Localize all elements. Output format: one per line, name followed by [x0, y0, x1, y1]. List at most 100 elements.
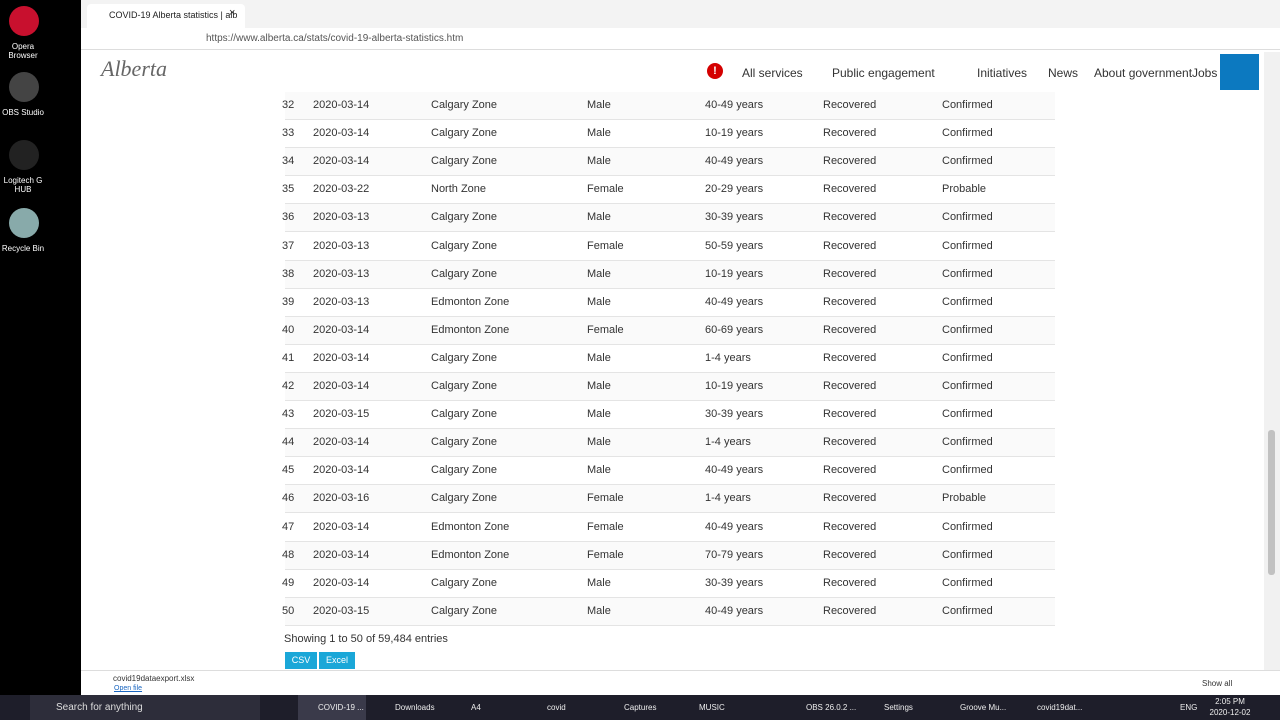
table-cell: 48 [282, 548, 295, 561]
download-action[interactable]: Open file [114, 685, 143, 692]
nav-link[interactable]: News [1048, 66, 1079, 80]
table-cell: 2020-03-14 [313, 351, 370, 364]
table-cell: Calgary Zone [431, 127, 498, 140]
taskbar-item[interactable] [298, 695, 366, 720]
table-cell: Recovered [823, 436, 877, 449]
table-cell: Female [587, 239, 624, 252]
taskbar-item[interactable] [451, 695, 521, 720]
taskbar-label: Captures [624, 703, 657, 712]
table-cell: 2020-03-14 [313, 436, 370, 449]
table-row [285, 373, 1055, 401]
table-cell: 2020-03-14 [313, 323, 370, 336]
table-cell: Female [587, 520, 624, 533]
search-button[interactable] [1220, 54, 1259, 90]
table-cell: Male [587, 576, 611, 589]
table-row [285, 92, 1055, 120]
desktop-icon-label: Opera Browser [8, 42, 38, 60]
table-cell: 49 [282, 576, 295, 589]
url[interactable]: https://www.alberta.ca/stats/covid-19-al… [206, 33, 464, 44]
taskbar-label: Downloads [395, 703, 435, 712]
table-cell: Male [587, 604, 611, 617]
table-cell: Recovered [823, 323, 877, 336]
table-cell: 50 [282, 604, 295, 617]
taskbar: Search for anything COVID-19 ... Downloads… [0, 695, 1280, 720]
table-cell: 2020-03-14 [313, 99, 370, 111]
table-cell: 40-49 years [705, 99, 764, 111]
table-row [285, 457, 1055, 486]
desktop-icon[interactable] [9, 72, 39, 102]
table-cell: Recovered [823, 267, 877, 280]
table-cell: 2020-03-13 [313, 211, 370, 224]
nav-link[interactable]: Jobs [1192, 66, 1218, 80]
table-cell: Female [587, 183, 624, 196]
table-cell: 10-19 years [705, 380, 764, 392]
table-cell: Recovered [823, 155, 877, 168]
table-row [285, 288, 1055, 317]
show-all[interactable]: Show all [1202, 679, 1233, 688]
table-cell: Confirmed [942, 323, 993, 336]
table-cell: 39 [282, 295, 295, 308]
table-cell: 2020-03-14 [313, 548, 370, 561]
logo[interactable]: Alberta [101, 56, 167, 81]
table-cell: Recovered [823, 380, 877, 392]
table-cell: 1-4 years [705, 351, 751, 364]
table-cell: Calgary Zone [431, 492, 498, 505]
nav-link[interactable]: Initiatives [977, 66, 1028, 80]
tab-close[interactable]: × [229, 7, 236, 19]
nav-link[interactable]: About government [1094, 66, 1193, 80]
download-file[interactable]: covid19dataexport.xlsx [113, 674, 195, 683]
table-cell: 2020-03-14 [313, 520, 370, 533]
table-cell: 1-4 years [705, 492, 751, 505]
table-cell: Female [587, 548, 624, 561]
desktop-icon-label: Logitech G HUB [3, 176, 43, 194]
table-cell: 2020-03-14 [313, 576, 370, 589]
desktop-icon[interactable] [9, 6, 39, 36]
table-cell: Edmonton Zone [431, 323, 510, 336]
table-cell: Confirmed [942, 99, 993, 111]
table-cell: 40 [282, 323, 295, 336]
export-button[interactable]: CSV [285, 652, 317, 669]
table-cell: Male [587, 99, 611, 111]
table-row [285, 232, 1055, 261]
table-cell: Recovered [823, 99, 877, 111]
table-cell: Calgary Zone [431, 351, 498, 364]
search-box[interactable] [30, 695, 260, 720]
table-cell: 44 [282, 436, 295, 449]
table-cell: 2020-03-13 [313, 267, 370, 280]
download-bar: covid19dataexport.xlsx Open file Show all [81, 670, 1280, 695]
table-cell: 32 [282, 99, 295, 111]
table-cell: 40-49 years [705, 604, 764, 617]
table-cell: Calgary Zone [431, 239, 498, 252]
table-cell: Male [587, 295, 611, 308]
taskbar-label: A4 [471, 703, 481, 712]
site-header: Alberta! All services Public engagement Ini… [81, 52, 1261, 92]
table-cell: 40-49 years [705, 295, 764, 308]
table-cell: 2020-03-22 [313, 183, 370, 196]
nav-link[interactable]: All services [742, 66, 803, 80]
clock-time: 2:05 PM [1215, 697, 1245, 706]
desktop-icon[interactable] [9, 140, 39, 170]
table-cell: Confirmed [942, 436, 993, 449]
table-cell: Confirmed [942, 576, 993, 589]
table-cell: Calgary Zone [431, 99, 498, 111]
taskbar-label: Settings [884, 703, 913, 712]
table-cell: Recovered [823, 351, 877, 364]
table-cell: North Zone [431, 183, 487, 196]
table-row [285, 597, 1055, 626]
table-cell: Recovered [823, 183, 877, 196]
table-cell: Confirmed [942, 267, 993, 280]
taskbar-label: COVID-19 ... [318, 703, 364, 712]
tab[interactable]: COVID-19 Alberta statistics | alb [87, 4, 245, 28]
table-cell: Calgary Zone [431, 408, 498, 421]
table-cell: 2020-03-14 [313, 155, 370, 168]
desktop-icon[interactable] [9, 208, 39, 238]
table-cell: 47 [282, 520, 295, 533]
export-button[interactable]: Excel [319, 652, 355, 669]
table-row [285, 429, 1055, 458]
table-cell: 42 [282, 380, 295, 392]
language: ENG [1180, 703, 1198, 712]
table-cell: 2020-03-13 [313, 295, 370, 308]
table-row [285, 260, 1055, 289]
table-row [285, 316, 1055, 345]
nav-link[interactable]: Public engagement [832, 66, 935, 80]
